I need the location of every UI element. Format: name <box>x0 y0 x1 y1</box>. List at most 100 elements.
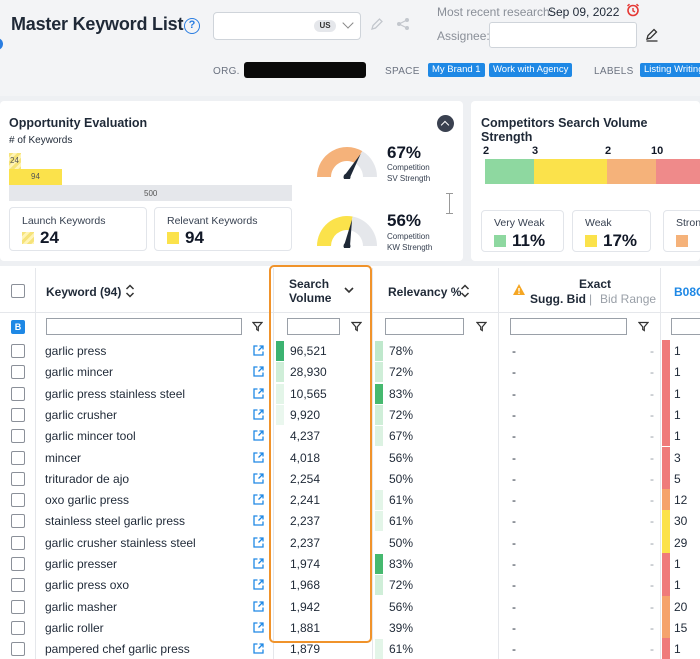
table-row[interactable]: garlic masher 1,942 56% - - 20 <box>0 595 700 617</box>
table-row[interactable]: garlic mincer 28,930 72% - - 1 <box>0 361 700 383</box>
external-link-icon[interactable] <box>253 409 264 420</box>
table-row[interactable]: stainless steel garlic press 2,237 61% - - 30 <box>0 510 700 532</box>
row-checkbox[interactable] <box>11 493 25 508</box>
filter-icon[interactable] <box>476 321 487 332</box>
keyword-cell[interactable]: garlic crusher stainless steel <box>45 535 196 550</box>
relevancy-filter-input[interactable] <box>385 318 464 335</box>
row-checkbox[interactable] <box>11 578 25 593</box>
space-tag[interactable]: Work with Agency <box>489 63 573 77</box>
collapse-chevron-icon[interactable] <box>437 115 454 132</box>
table-row[interactable]: garlic press 96,521 78% - - 1 <box>0 340 700 362</box>
keyword-cell[interactable]: triturador de ajo <box>45 471 130 486</box>
relevant-keywords-card[interactable]: Relevant Keywords 94 <box>154 207 292 251</box>
space-tag[interactable]: My Brand 1 <box>428 63 485 77</box>
row-checkbox[interactable] <box>11 344 25 358</box>
external-link-icon[interactable] <box>253 387 264 399</box>
very-weak-segment[interactable] <box>485 159 534 184</box>
table-row[interactable]: garlic crusher 9,920 72% - - 1 <box>0 403 700 426</box>
help-icon[interactable]: ? <box>184 18 200 34</box>
table-row[interactable]: oxo garlic press 2,241 61% - - 12 <box>0 489 700 511</box>
table-row[interactable]: mincer 4,018 56% - - 3 <box>0 446 700 468</box>
volume-filter-input[interactable] <box>287 318 340 335</box>
row-checkbox[interactable] <box>11 557 25 571</box>
keyword-cell[interactable]: pampered chef garlic press <box>45 642 190 657</box>
sugg-bid-header[interactable]: Sugg. Bid <box>530 292 586 306</box>
external-link-icon[interactable] <box>253 515 264 527</box>
table-row[interactable]: pampered chef garlic press 1,879 61% - - 1 <box>0 638 700 659</box>
keyword-cell[interactable]: mincer <box>45 450 82 465</box>
external-link-icon[interactable] <box>253 622 264 633</box>
strong-segment[interactable] <box>607 159 656 184</box>
very-weak-card[interactable]: Very Weak 11% <box>481 210 564 252</box>
table-row[interactable]: triturador de ajo 2,254 50% - - 5 <box>0 467 700 490</box>
keyword-cell[interactable]: garlic press <box>45 344 107 358</box>
search-volume-header-line1[interactable]: Search <box>289 277 330 291</box>
keyword-cell[interactable]: garlic masher <box>45 599 118 614</box>
keyword-cell[interactable]: garlic press oxo <box>45 578 130 593</box>
alarm-clock-icon[interactable] <box>626 3 640 17</box>
warning-icon[interactable] <box>512 283 526 296</box>
external-link-icon[interactable] <box>253 345 264 356</box>
exact-column-header[interactable]: Exact <box>579 277 612 291</box>
bid-filter-input[interactable] <box>510 318 627 335</box>
external-link-icon[interactable] <box>253 558 264 569</box>
row-checkbox[interactable] <box>11 620 25 635</box>
filter-icon[interactable] <box>351 321 362 332</box>
keyword-cell[interactable]: garlic presser <box>45 557 118 571</box>
weak-card[interactable]: Weak 17% <box>572 210 651 252</box>
external-link-icon[interactable] <box>253 430 264 441</box>
keyword-cell[interactable]: oxo garlic press <box>45 493 130 508</box>
table-row[interactable]: garlic crusher stainless steel 2,237 50% - -… <box>0 531 700 553</box>
row-checkbox[interactable] <box>11 407 25 422</box>
share-icon[interactable] <box>396 17 410 31</box>
market-select[interactable]: US <box>213 12 361 40</box>
keyword-column-header[interactable]: Keyword (94) <box>46 285 122 299</box>
asin-column-header[interactable]: B08C <box>674 285 700 299</box>
weak-segment[interactable] <box>534 159 607 184</box>
keyword-cell[interactable]: garlic mincer <box>45 365 114 380</box>
external-link-icon[interactable] <box>253 579 264 590</box>
filter-icon[interactable] <box>252 321 263 332</box>
external-link-icon[interactable] <box>253 494 264 505</box>
very-strong-segment[interactable] <box>656 159 700 184</box>
table-row[interactable]: garlic mincer tool 4,237 67% - - 1 <box>0 425 700 447</box>
pencil-icon[interactable] <box>370 17 384 31</box>
external-link-icon[interactable] <box>253 600 264 612</box>
row-checkbox[interactable] <box>11 642 25 657</box>
row-checkbox[interactable] <box>11 471 25 486</box>
search-volume-header-line2[interactable]: Volume <box>289 291 332 305</box>
row-checkbox[interactable] <box>11 429 25 444</box>
table-row[interactable]: garlic presser 1,974 83% - - 1 <box>0 553 700 575</box>
select-all-checkbox[interactable] <box>11 284 25 298</box>
filter-icon[interactable] <box>638 321 649 332</box>
external-link-icon[interactable] <box>253 537 264 548</box>
label-tag[interactable]: Listing Writing <box>640 63 700 77</box>
keyword-cell[interactable]: garlic crusher <box>45 407 118 422</box>
asin-filter-input[interactable] <box>671 318 700 335</box>
relevancy-column-header[interactable]: Relevancy % <box>388 285 462 299</box>
row-checkbox[interactable] <box>11 365 25 380</box>
row-checkbox[interactable] <box>11 599 25 614</box>
sort-icon[interactable] <box>125 283 135 299</box>
keyword-cell[interactable]: garlic press stainless steel <box>45 386 186 401</box>
sort-descending-icon[interactable] <box>343 285 355 295</box>
keyword-cell[interactable]: stainless steel garlic press <box>45 514 186 529</box>
row-checkbox[interactable] <box>11 535 25 550</box>
keyword-cell[interactable]: garlic roller <box>45 620 104 635</box>
external-link-icon[interactable] <box>253 473 264 484</box>
launch-keywords-card[interactable]: Launch Keywords 24 <box>9 207 147 251</box>
external-link-icon[interactable] <box>253 451 264 463</box>
sidebar-toggle-handle[interactable] <box>0 38 3 50</box>
strong-card[interactable]: Strong <box>663 210 700 252</box>
external-link-icon[interactable] <box>253 366 264 377</box>
row-checkbox[interactable] <box>11 450 25 465</box>
sort-icon[interactable] <box>460 283 470 299</box>
bid-range-header[interactable]: Bid Range <box>600 292 657 306</box>
keyword-cell[interactable]: garlic mincer tool <box>45 429 136 444</box>
row-checkbox[interactable] <box>11 514 25 529</box>
table-row[interactable]: garlic press stainless steel 10,565 83% - - 1 <box>0 382 700 404</box>
external-link-icon[interactable] <box>253 643 264 654</box>
brand-badge[interactable]: B <box>11 320 25 334</box>
table-row[interactable]: garlic roller 1,881 39% - - 15 <box>0 616 700 639</box>
assignee-input[interactable] <box>489 22 637 48</box>
